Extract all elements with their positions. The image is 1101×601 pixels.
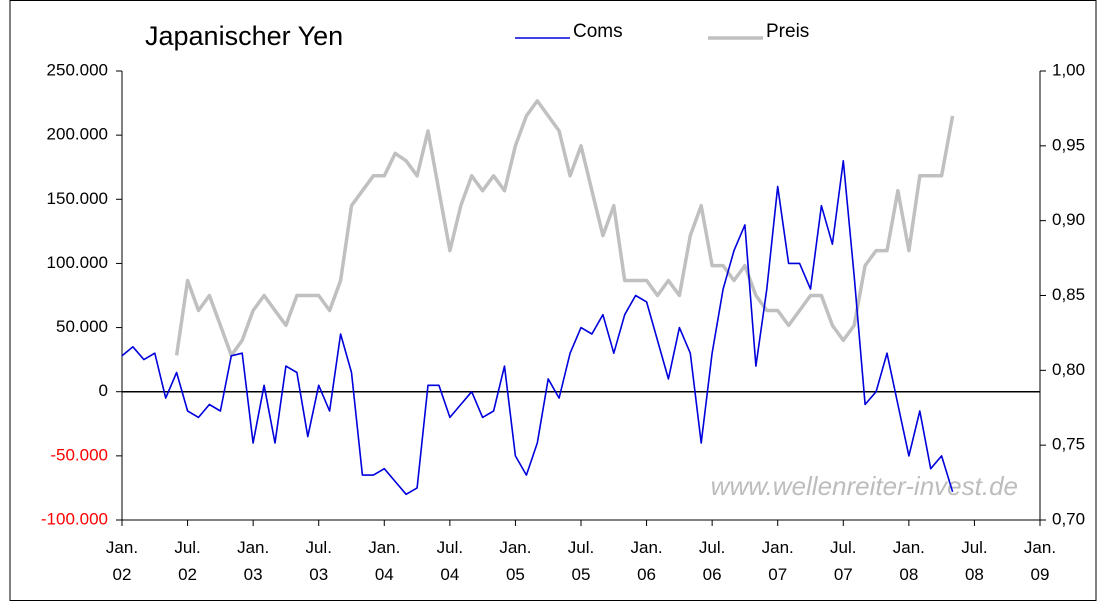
y2-tick-label: 0,90 xyxy=(1052,210,1085,229)
x-tick-label: Jan. 04 xyxy=(368,538,401,584)
chart-title: Japanischer Yen xyxy=(145,21,343,51)
x-tick-label: Jul. 03 xyxy=(305,538,332,584)
watermark: www.wellenreiter-invest.de xyxy=(711,471,1018,501)
x-tick-label: Jul. 04 xyxy=(436,538,464,584)
y2-tick-label: 0,75 xyxy=(1052,435,1085,454)
x-tick-label: Jan. 05 xyxy=(499,538,532,584)
y-tick-label: 200.000 xyxy=(47,125,108,144)
series-line xyxy=(174,99,955,358)
frame xyxy=(9,0,1097,601)
y2-tick-label: 1,00 xyxy=(1052,60,1085,79)
x-tick-label: Jan. 03 xyxy=(237,538,270,584)
x-tick-label: Jul. 08 xyxy=(961,538,988,584)
x-tick-label: Jan. 02 xyxy=(105,538,139,584)
x-tick-label: Jan. 08 xyxy=(892,538,925,584)
y-tick-label: -50.000 xyxy=(50,445,108,464)
y-tick-label: 0 xyxy=(99,381,108,400)
y-tick-label: -100.000 xyxy=(41,509,108,528)
y-tick-label: 150.000 xyxy=(47,189,108,208)
legend-label: Preis xyxy=(766,21,809,42)
x-tick-label: Jul. 05 xyxy=(567,538,595,584)
y2-tick-label: 0,95 xyxy=(1052,135,1085,154)
y2-tick-label: 0,80 xyxy=(1052,360,1085,379)
y-tick-label: 50.000 xyxy=(56,317,108,336)
y-tick-label: 250.000 xyxy=(47,60,108,79)
x-tick-label: Jul. 06 xyxy=(698,538,726,584)
x-tick-label: Jan. 06 xyxy=(630,538,663,584)
legend-label: Coms xyxy=(573,21,623,42)
x-tick-label: Jan. 07 xyxy=(761,538,794,584)
x-tick-label: Jul. 02 xyxy=(174,538,201,584)
x-tick-label: Jul. 07 xyxy=(830,538,857,584)
y2-tick-label: 0,70 xyxy=(1052,509,1085,528)
y2-tick-label: 0,85 xyxy=(1052,285,1085,304)
y-tick-label: 100.000 xyxy=(47,253,108,272)
series-line xyxy=(121,160,954,496)
x-tick-label: Jan. 09 xyxy=(1023,538,1057,584)
